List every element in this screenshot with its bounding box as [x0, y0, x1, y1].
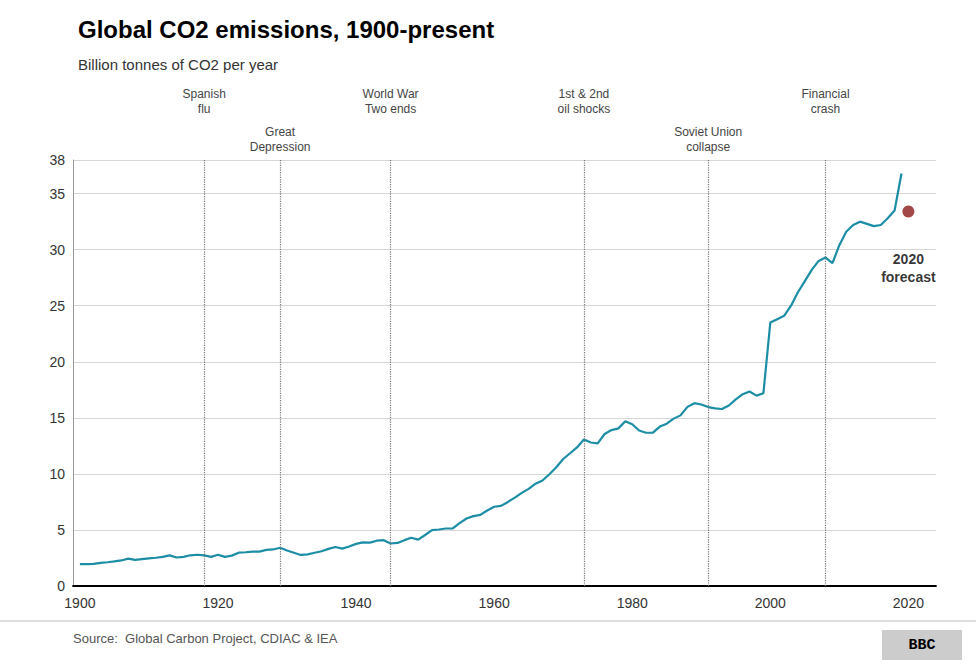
svg-text:collapse: collapse [686, 140, 730, 154]
svg-text:35: 35 [49, 186, 65, 202]
svg-text:0: 0 [57, 578, 65, 594]
svg-text:2020: 2020 [893, 595, 924, 611]
svg-text:oil shocks: oil shocks [558, 102, 611, 116]
svg-text:1900: 1900 [64, 595, 95, 611]
svg-text:Soviet Union: Soviet Union [674, 125, 742, 139]
svg-text:1940: 1940 [340, 595, 371, 611]
svg-text:Great: Great [265, 125, 296, 139]
svg-text:25: 25 [49, 298, 65, 314]
svg-text:crash: crash [811, 102, 840, 116]
svg-text:World War: World War [363, 87, 419, 101]
svg-text:30: 30 [49, 242, 65, 258]
svg-text:Financial: Financial [802, 87, 850, 101]
svg-text:1960: 1960 [479, 595, 510, 611]
svg-text:15: 15 [49, 410, 65, 426]
svg-text:Billion tonnes of CO2 per year: Billion tonnes of CO2 per year [78, 56, 278, 73]
svg-text:2020: 2020 [893, 251, 924, 267]
svg-text:20: 20 [49, 354, 65, 370]
svg-text:Spanish: Spanish [182, 87, 225, 101]
svg-text:5: 5 [57, 522, 65, 538]
svg-text:forecast: forecast [881, 269, 936, 285]
svg-text:BBC: BBC [908, 637, 935, 654]
svg-text:1920: 1920 [202, 595, 233, 611]
svg-text:flu: flu [198, 102, 211, 116]
svg-text:Two ends: Two ends [365, 102, 416, 116]
svg-text:1st & 2nd: 1st & 2nd [559, 87, 610, 101]
svg-text:Source: Global Carbon Project: Source: Global Carbon Project, CDIAC & I… [73, 631, 338, 646]
svg-text:Depression: Depression [250, 140, 311, 154]
svg-text:10: 10 [49, 466, 65, 482]
svg-text:38: 38 [49, 152, 65, 168]
svg-text:2000: 2000 [755, 595, 786, 611]
svg-text:1980: 1980 [617, 595, 648, 611]
svg-text:Global CO2 emissions, 1900-pre: Global CO2 emissions, 1900-present [78, 16, 494, 43]
